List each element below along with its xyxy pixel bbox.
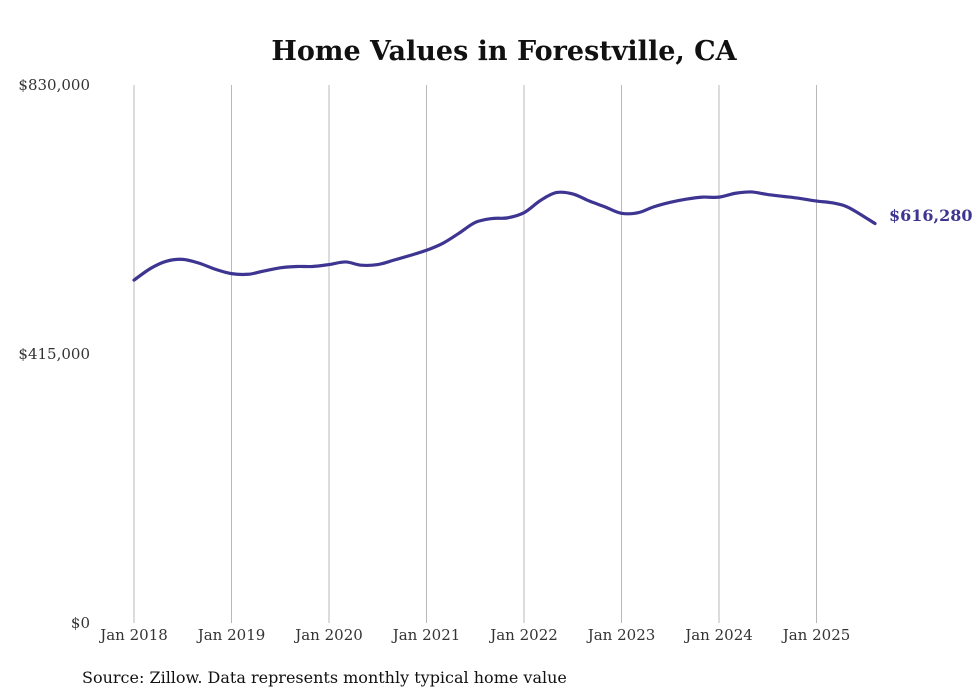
x-tick-label: Jan 2019 xyxy=(196,626,266,644)
x-tick-label: Jan 2025 xyxy=(781,626,851,644)
x-tick-label: Jan 2021 xyxy=(391,626,461,644)
y-axis-ticks: $0 $415,000 $830,000 xyxy=(18,76,90,632)
x-tick-label: Jan 2018 xyxy=(98,626,168,644)
y-tick-label: $415,000 xyxy=(18,345,90,363)
x-tick-label: Jan 2020 xyxy=(293,626,363,644)
chart-title: Home Values in Forestville, CA xyxy=(271,36,737,67)
series-layer xyxy=(132,190,877,282)
x-tick-label: Jan 2023 xyxy=(586,626,656,644)
y-tick-label: $0 xyxy=(71,614,90,632)
x-axis-ticks: Jan 2018 Jan 2019 Jan 2020 Jan 2021 Jan 2022… xyxy=(98,626,850,644)
source-note: Source: Zillow. Data represents monthly … xyxy=(82,668,567,687)
series-line-0 xyxy=(132,190,877,282)
y-tick-label: $830,000 xyxy=(18,76,90,94)
end-value-label: $616,280 xyxy=(889,206,973,225)
x-tick-label: Jan 2024 xyxy=(683,626,753,644)
x-tick-label: Jan 2022 xyxy=(488,626,558,644)
gridlines xyxy=(133,85,817,623)
